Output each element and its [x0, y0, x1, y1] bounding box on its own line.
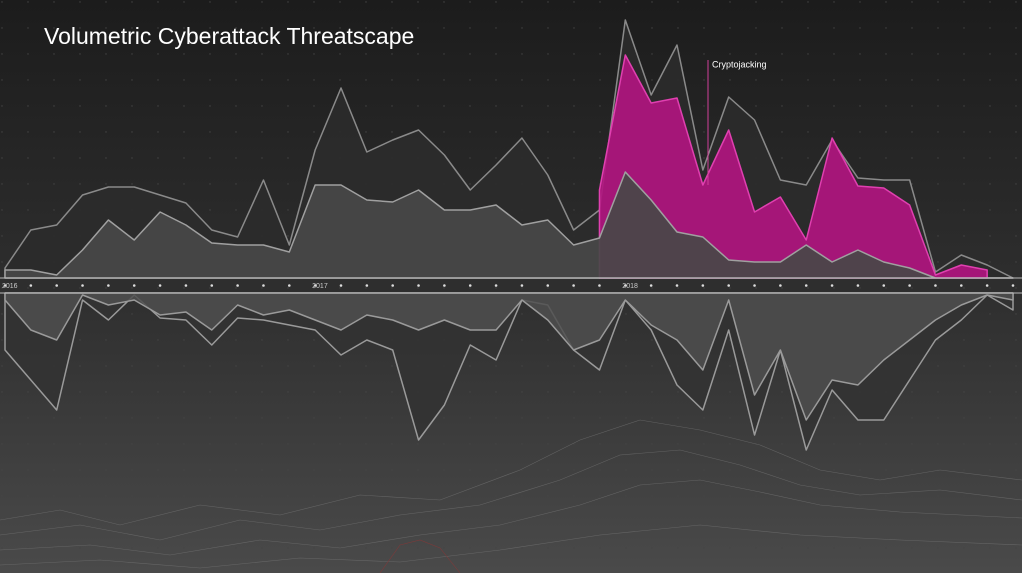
x-tick-dot — [804, 284, 808, 287]
x-tick-dot — [985, 284, 989, 287]
x-tick-dot — [365, 284, 369, 287]
x-tick-dot — [960, 284, 963, 287]
x-tick-dot — [572, 284, 575, 287]
x-tick-dot — [288, 284, 291, 287]
x-tick-dot — [649, 284, 653, 287]
x-tick-dot — [443, 284, 446, 287]
x-tick-dot — [81, 284, 84, 287]
x-tick-dot — [598, 284, 601, 287]
x-tick-dot — [727, 284, 730, 287]
x-tick-dot — [908, 284, 911, 287]
x-tick-dot — [132, 284, 136, 287]
x-tick-dot — [468, 284, 472, 287]
chart-title: Volumetric Cyberattack Threatscape — [44, 23, 414, 49]
x-tick-dot — [158, 284, 162, 287]
terrain — [0, 419, 1022, 573]
x-tick-dot — [210, 284, 214, 287]
x-tick-dot — [391, 284, 394, 287]
x-tick-dot — [675, 284, 679, 287]
x-tick-dot — [262, 284, 265, 287]
x-tick-dot — [313, 284, 317, 287]
x-tick-label: 2018 — [622, 283, 638, 290]
area — [598, 54, 988, 279]
area — [4, 292, 1014, 421]
x-tick-dot — [29, 284, 33, 287]
x-tick-dot — [1011, 284, 1015, 287]
x-tick-dot — [856, 284, 860, 287]
plot-area — [4, 19, 1014, 451]
area — [4, 171, 1014, 279]
x-tick-dot — [882, 284, 886, 287]
x-tick-dot — [494, 284, 498, 287]
x-tick-dot — [701, 284, 705, 287]
x-tick-dot — [779, 284, 782, 287]
x-tick-dot — [107, 284, 110, 287]
x-tick-dot — [934, 284, 937, 287]
x-tick-dot — [55, 284, 58, 287]
x-tick-dot — [3, 284, 7, 287]
x-tick-dot — [339, 284, 343, 287]
x-tick-label: 2016 — [2, 283, 18, 290]
x-tick-label: 2017 — [312, 283, 328, 290]
x-tick-dot — [624, 284, 627, 287]
x-tick-dot — [184, 284, 188, 287]
x-tick-dot — [830, 284, 834, 287]
x-tick-dot — [236, 284, 239, 287]
annotation-label: Cryptojacking — [712, 59, 767, 69]
x-tick-dot — [520, 284, 524, 287]
x-tick-dot — [546, 284, 550, 287]
x-tick-dot — [417, 284, 420, 287]
x-tick-dot — [753, 284, 756, 287]
